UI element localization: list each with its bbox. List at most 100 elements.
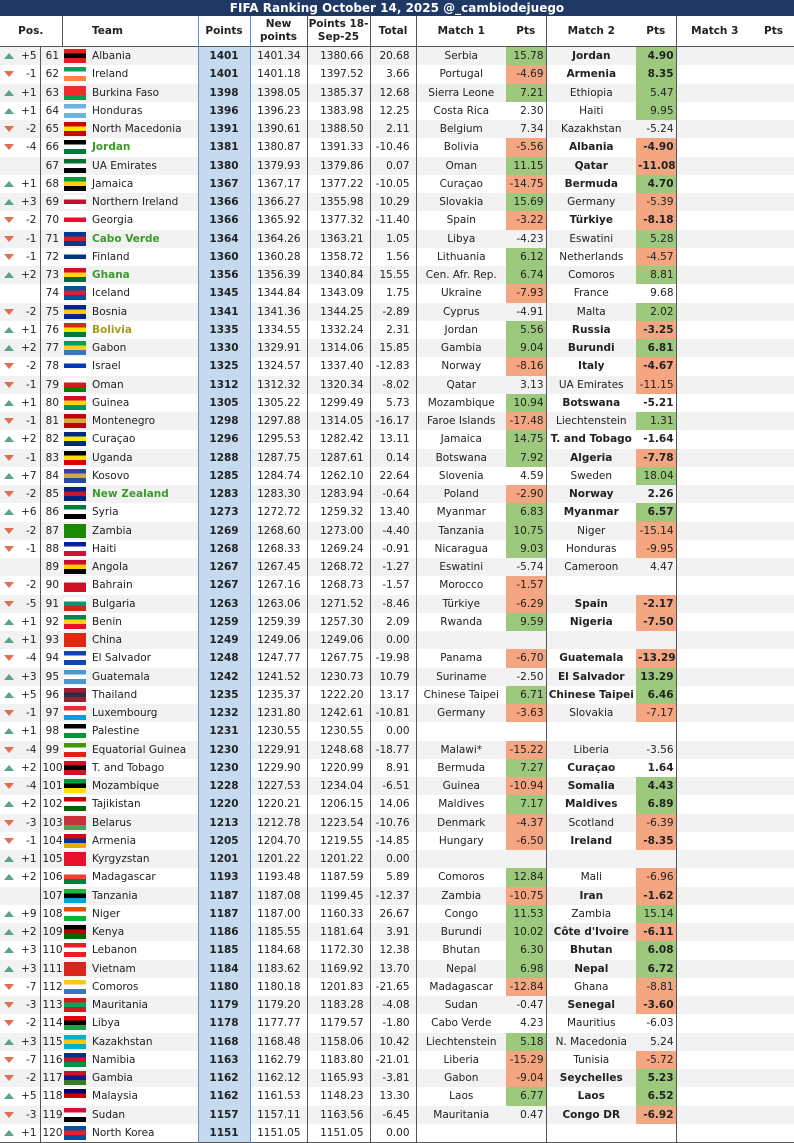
prev-points-value: 1377.32: [307, 211, 371, 230]
new-points-value: 1204.70: [250, 831, 308, 850]
table-row: -1 104 Armenia 1205 1204.70 1219.55 -14.85 Hung…: [0, 831, 794, 850]
team-name: Oman: [88, 375, 199, 394]
table-row: +5 118 Malaysia 1162 1161.53 1148.23 13.30 Laos…: [0, 1087, 794, 1106]
prev-points-value: 1181.64: [307, 923, 371, 942]
match1-opponent: Cabo Verde: [416, 1014, 507, 1033]
rank-position: 67: [40, 156, 63, 175]
points-value: 1157: [197, 1105, 251, 1124]
match3-points: [753, 83, 794, 102]
match1-opponent: Laos: [416, 1087, 507, 1106]
match1-points: [506, 1123, 547, 1143]
rank-change: +1: [18, 631, 41, 650]
team-name: New Zealand: [88, 485, 199, 504]
match2-opponent: Ethiopia: [546, 83, 637, 102]
trend-up-icon: [4, 345, 14, 352]
prev-points-value: 1388.50: [307, 120, 371, 139]
flag-icon: [62, 46, 89, 66]
prev-points-value: 1267.75: [307, 649, 371, 668]
rank-change: +1: [18, 174, 41, 193]
total-change-value: 5.73: [370, 393, 417, 412]
table-row: +3 95 Guatemala 1242 1241.52 1230.73 10.79 Suri…: [0, 667, 794, 686]
new-points-value: 1364.26: [250, 229, 308, 248]
new-points-value: 1295.53: [250, 430, 308, 449]
match1-points: -14.75: [506, 174, 547, 193]
total-change-value: -21.01: [370, 1050, 417, 1069]
trend-cell: [0, 904, 18, 923]
trend-up-icon: [4, 691, 14, 698]
prev-points-value: 1337.40: [307, 357, 371, 376]
match3-points: [753, 795, 794, 814]
table-row: -3 103 Belarus 1213 1212.78 1223.54 -10.76 Denm…: [0, 813, 794, 832]
new-points-value: 1341.36: [250, 302, 308, 321]
table-row: +1 80 Guinea 1305 1305.22 1299.49 5.73 Mozambiq…: [0, 393, 794, 412]
prev-points-value: 1165.93: [307, 1069, 371, 1088]
rank-position: 65: [40, 120, 63, 139]
team-name: Curaçao: [88, 430, 199, 449]
rank-change: +3: [18, 941, 41, 960]
match1-points: -6.29: [506, 594, 547, 613]
total-change-value: 10.42: [370, 1032, 417, 1051]
new-points-value: 1193.48: [250, 868, 308, 887]
total-change-value: -0.64: [370, 485, 417, 504]
prev-points-value: 1222.20: [307, 685, 371, 704]
match2-points: -6.92: [636, 1105, 677, 1124]
team-name: Georgia: [88, 211, 199, 230]
new-points-value: 1344.84: [250, 284, 308, 303]
total-change-value: -0.91: [370, 539, 417, 558]
team-name: T. and Tobago: [88, 758, 199, 777]
total-change-value: 10.29: [370, 193, 417, 212]
trend-down-icon: [4, 600, 14, 607]
trend-cell: [0, 777, 18, 796]
total-change-value: -10.46: [370, 138, 417, 157]
match2-points: 6.57: [636, 503, 677, 522]
match1-points: [506, 722, 547, 741]
trend-cell: [0, 284, 18, 303]
team-name: Malaysia: [88, 1087, 199, 1106]
col-pts1: Pts: [506, 16, 547, 47]
trend-cell: [0, 576, 18, 595]
rank-change: -4: [18, 740, 41, 759]
rank-change: +1: [18, 612, 41, 631]
flag-icon: [62, 667, 89, 686]
match2-points: 5.23: [636, 1069, 677, 1088]
trend-cell: [0, 412, 18, 431]
flag-icon: [62, 101, 89, 120]
match2-opponent: N. Macedonia: [546, 1032, 637, 1051]
prev-points-value: 1206.15: [307, 795, 371, 814]
match2-opponent: Tunisia: [546, 1050, 637, 1069]
match3-points: [753, 211, 794, 230]
match2-points: -4.67: [636, 357, 677, 376]
match2-points: -5.39: [636, 193, 677, 212]
rank-change: +3: [18, 959, 41, 978]
total-change-value: 0.00: [370, 722, 417, 741]
trend-cell: [0, 631, 18, 650]
points-value: 1242: [197, 667, 251, 686]
match2-opponent: Slovakia: [546, 704, 637, 723]
match1-opponent: Portugal: [416, 65, 507, 84]
rank-position: 83: [40, 448, 63, 467]
match1-points: -8.16: [506, 357, 547, 376]
points-value: 1269: [197, 521, 251, 540]
match1-opponent: Lithuania: [416, 247, 507, 266]
match3-opponent: [676, 722, 754, 741]
rank-position: 77: [40, 339, 63, 358]
new-points-value: 1367.17: [250, 174, 308, 193]
match1-opponent: Bolivia: [416, 138, 507, 157]
match2-opponent: Somalia: [546, 777, 637, 796]
match1-points: -5.74: [506, 558, 547, 577]
points-value: 1273: [197, 503, 251, 522]
match1-points: -4.37: [506, 813, 547, 832]
rank-position: 108: [40, 904, 63, 923]
rank-position: 95: [40, 667, 63, 686]
match1-opponent: Liechtenstein: [416, 1032, 507, 1051]
match2-opponent: Laos: [546, 1087, 637, 1106]
match2-opponent: Myanmar: [546, 503, 637, 522]
table-row: -1 83 Uganda 1288 1287.75 1287.61 0.14 Botswana…: [0, 448, 794, 467]
match3-opponent: [676, 704, 754, 723]
new-points-value: 1259.39: [250, 612, 308, 631]
new-points-value: 1157.11: [250, 1105, 308, 1124]
flag-icon: [62, 357, 89, 376]
prev-points-value: 1380.66: [307, 46, 371, 66]
rank-change: +1: [18, 83, 41, 102]
rank-change: -4: [18, 777, 41, 796]
